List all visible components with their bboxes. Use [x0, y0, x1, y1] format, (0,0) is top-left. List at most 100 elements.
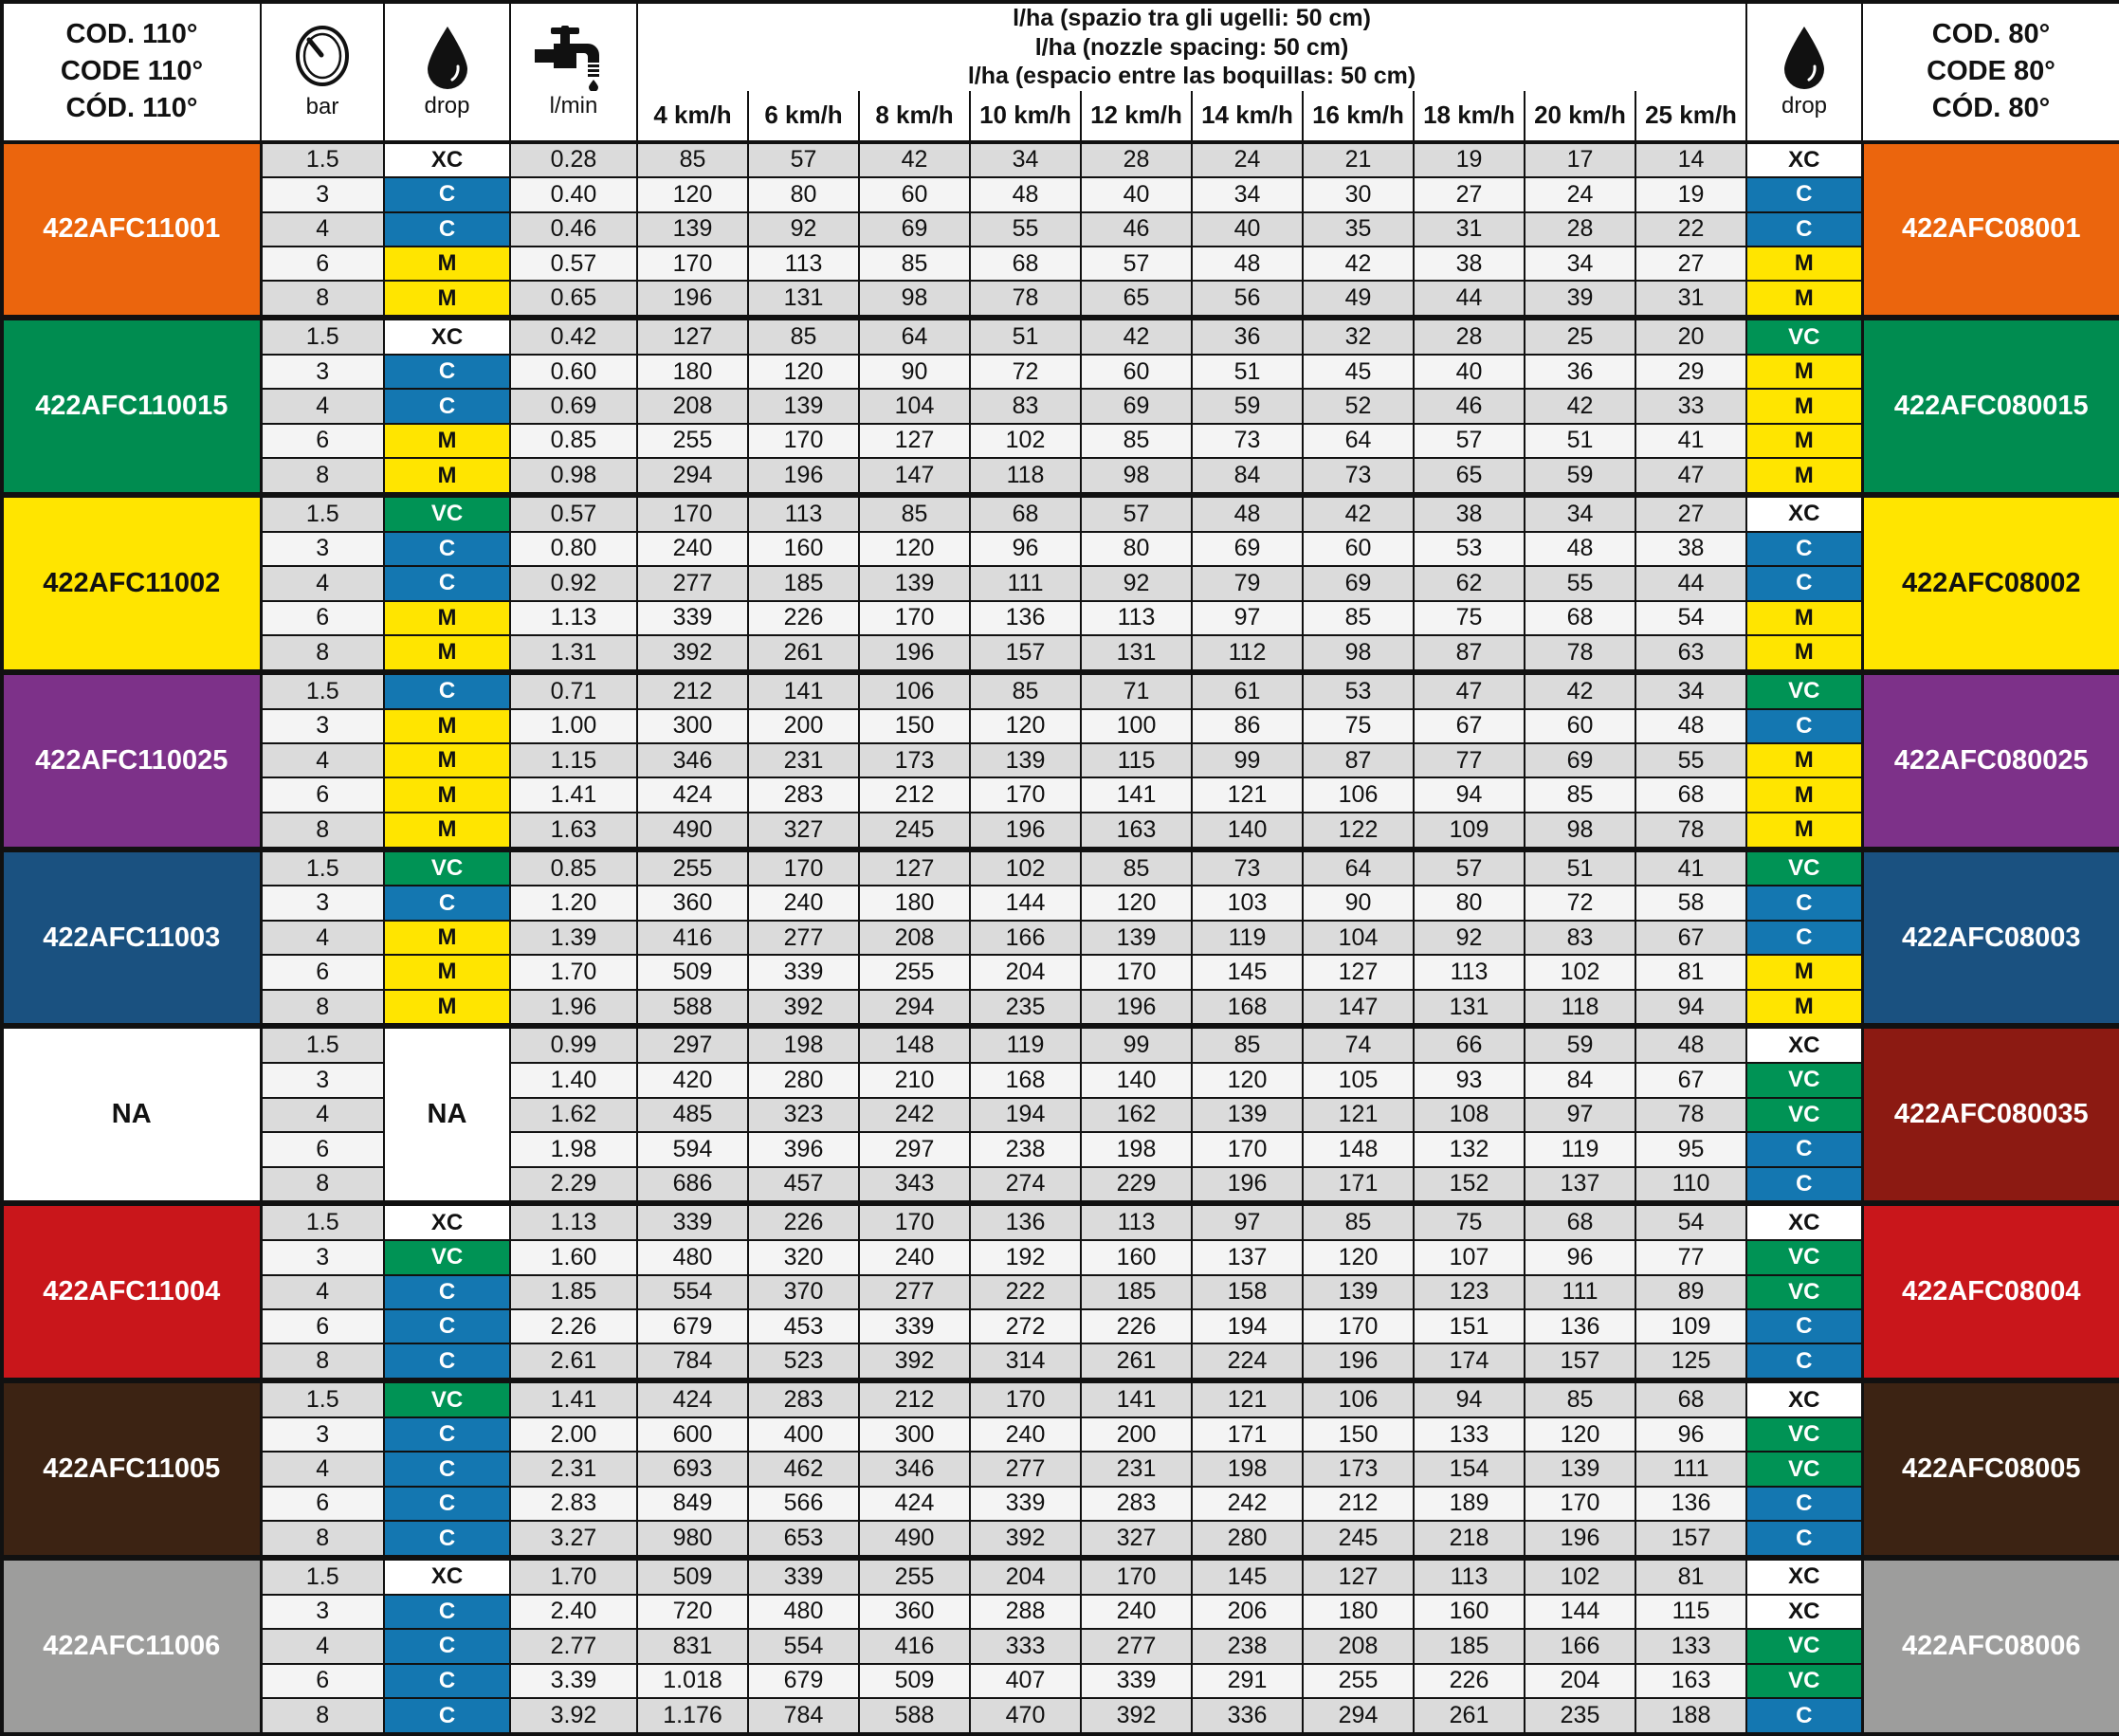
lha-value-cell: 160: [747, 530, 860, 568]
lha-value-cell: 208: [1302, 1628, 1415, 1665]
drop-size-cell: XC: [383, 140, 511, 179]
lha-value-cell: 107: [1413, 1239, 1525, 1276]
flow-rate-cell: 0.28: [509, 140, 638, 179]
lha-value-cell: 277: [747, 919, 860, 957]
nozzle-code-left: 422AFC11003: [0, 846, 263, 1028]
lha-value-cell: 141: [1080, 777, 1193, 813]
lha-value-cell: 28: [1524, 210, 1636, 247]
drop-size-cell: XC: [1745, 1554, 1864, 1596]
lha-value-cell: 27: [1413, 176, 1525, 213]
lha-value-cell: 113: [1413, 1554, 1525, 1596]
lha-value-cell: 125: [1634, 1343, 1748, 1382]
flow-rate-cell: 0.92: [509, 565, 638, 602]
speed-header: 14 km/h: [1191, 90, 1304, 144]
lha-value-cell: 212: [1302, 1485, 1415, 1523]
lha-value-cell: 90: [858, 353, 971, 391]
lha-value-cell: 48: [1634, 707, 1748, 745]
flow-rate-cell: 1.41: [509, 777, 638, 813]
drop-size-cell: M: [1745, 599, 1864, 637]
nozzle-code-right: 422AFC08002: [1860, 491, 2119, 673]
lha-value-cell: 196: [1524, 1520, 1636, 1559]
gauge-icon: [296, 25, 349, 86]
lha-value-cell: 47: [1413, 668, 1525, 710]
lha-value-cell: 92: [747, 210, 860, 247]
lha-value-cell: 327: [747, 811, 860, 850]
lha-value-cell: 98: [1302, 634, 1415, 673]
lha-value-cell: 118: [969, 457, 1082, 496]
lha-value-cell: 97: [1191, 1200, 1304, 1242]
lha-value-cell: 42: [1524, 388, 1636, 425]
lha-value-cell: 277: [969, 1451, 1082, 1488]
lha-value-cell: 106: [858, 668, 971, 710]
speed-header: 6 km/h: [747, 90, 860, 144]
lha-value-cell: 784: [747, 1697, 860, 1735]
lha-value-cell: 92: [1080, 565, 1193, 602]
drop-size-cell: VC: [1745, 1416, 1864, 1453]
table-row: 422AFC11004 1.5 XC 1.13 339 226 170 136 113 97 85 7…: [0, 1200, 2119, 1382]
lha-value-cell: 61: [1191, 668, 1304, 710]
lha-value-cell: 85: [858, 492, 971, 533]
lha-value-cell: 42: [1302, 492, 1415, 533]
lha-value-cell: 95: [1634, 1131, 1748, 1168]
table-row: 4 C 0.69 208 139 104 83 69 59 52 46 42 33 M: [2, 388, 2119, 425]
lha-value-cell: 85: [1080, 422, 1193, 460]
lha-value-cell: 144: [969, 885, 1082, 922]
drop-size-cell: C: [383, 565, 511, 602]
drop-size-cell: C: [383, 1520, 511, 1559]
table-row: 6 C 3.39 1.018 679 509 407 339 291 255 226 204 163 VC: [2, 1662, 2119, 1700]
lha-value-cell: 457: [747, 1165, 860, 1205]
lha-value-cell: 194: [969, 1096, 1082, 1134]
lha-value-cell: 68: [1524, 599, 1636, 637]
lha-value-cell: 679: [636, 1307, 749, 1345]
lha-value-cell: 24: [1524, 176, 1636, 213]
table-row: 422AFC11002 1.5 VC 0.57 170 113 85 68 57 48 42 38 34…: [0, 491, 2119, 673]
lha-value-cell: 74: [1302, 1023, 1415, 1065]
lha-value-cell: 229: [1080, 1165, 1193, 1205]
lha-value-cell: 297: [636, 1023, 749, 1065]
lha-value-cell: 80: [1080, 530, 1193, 568]
lha-value-cell: 160: [1413, 1593, 1525, 1631]
lha-value-cell: 81: [1634, 1554, 1748, 1596]
pressure-cell: 6: [260, 777, 385, 813]
lha-value-cell: 139: [1191, 1096, 1304, 1134]
lha-value-cell: 720: [636, 1593, 749, 1631]
table-row: 422AFC11005 1.5 VC 1.41 424 283 212 170 141 121 10…: [0, 1378, 2119, 1559]
lha-value-cell: 160: [1080, 1239, 1193, 1276]
flow-rate-cell: 1.60: [509, 1239, 638, 1276]
drop-size-cell: C: [383, 1697, 511, 1735]
lha-value-cell: 68: [1634, 777, 1748, 813]
drop-size-cell: C: [1745, 1307, 1864, 1345]
lha-value-cell: 75: [1302, 707, 1415, 745]
table-row: 3 1.40 420 280 210 168 140 120 105 93 84 67 VC: [2, 1062, 2119, 1099]
drop-size-cell: C: [1745, 210, 1864, 247]
drop-size-cell: M: [1745, 457, 1864, 496]
lha-value-cell: 32: [1302, 315, 1415, 356]
drop-size-cell: C: [383, 668, 511, 710]
lha-value-cell: 119: [1524, 1131, 1636, 1168]
lha-value-cell: 147: [1302, 988, 1415, 1028]
lha-value-cell: 196: [969, 811, 1082, 850]
lha-value-cell: 131: [1080, 634, 1193, 673]
lha-value-cell: 157: [969, 634, 1082, 673]
pressure-cell: 4: [260, 742, 385, 779]
drop-size-cell: C: [383, 1416, 511, 1453]
lha-value-cell: 68: [969, 492, 1082, 533]
flow-rate-cell: 0.80: [509, 530, 638, 568]
table-row: 8 M 1.63 490 327 245 196 163 140 122 109 98 78 M: [2, 811, 2119, 850]
lha-value-cell: 849: [636, 1485, 749, 1523]
flow-rate-cell: 0.60: [509, 353, 638, 391]
flow-rate-cell: 1.41: [509, 1378, 638, 1418]
lha-value-cell: 154: [1413, 1451, 1525, 1488]
drop-size-cell: C: [1745, 1165, 1864, 1205]
drop-right-column-header: drop: [1745, 1, 1864, 144]
lha-value-cell: 226: [747, 599, 860, 637]
flow-rate-cell: 0.42: [509, 315, 638, 356]
lha-value-cell: 163: [1634, 1662, 1748, 1700]
lha-value-cell: 65: [1413, 457, 1525, 496]
flow-rate-cell: 0.57: [509, 492, 638, 533]
lha-value-cell: 131: [747, 280, 860, 320]
lha-value-cell: 170: [1191, 1131, 1304, 1168]
flow-rate-cell: 0.99: [509, 1023, 638, 1065]
lha-value-cell: 55: [1524, 565, 1636, 602]
lha-value-cell: 85: [1191, 1023, 1304, 1065]
